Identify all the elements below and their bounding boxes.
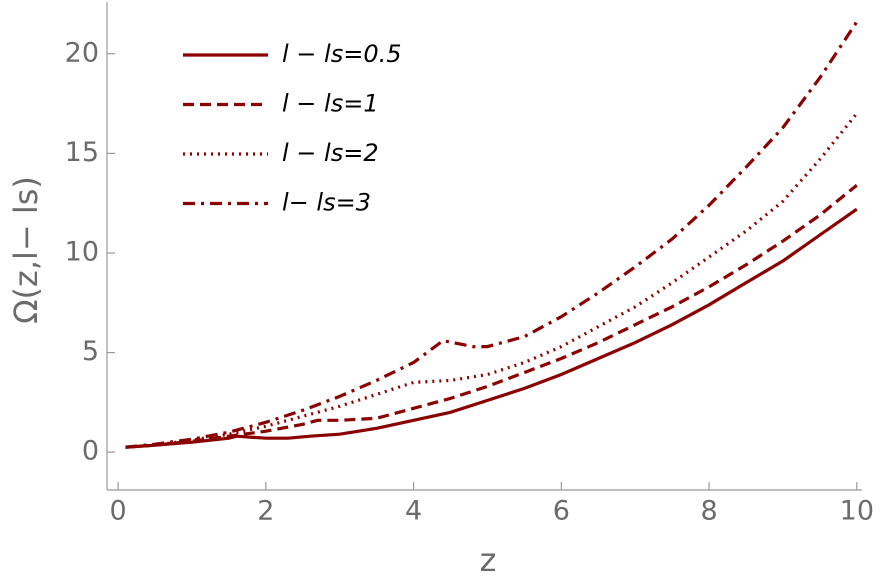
legend-label: l − ls=2 [282,139,379,167]
series-line [125,112,859,449]
y-tick-label: 0 [82,436,99,467]
x-tick-label: 6 [553,496,570,527]
y-tick-label: 10 [65,236,99,267]
x-tick-label: 10 [840,496,874,527]
legend-label: l − ls=1 [282,90,379,118]
x-tick-label: 4 [405,496,422,527]
x-tick-label: 0 [109,496,126,527]
x-axis-title: z [480,541,497,579]
series-line [125,21,859,449]
series-line [125,207,858,449]
x-tick-label: 2 [257,496,274,527]
y-tick-label: 5 [82,336,99,367]
y-tick-label: 15 [65,137,99,168]
x-tick-label: 8 [700,496,717,527]
legend-label: l − ls=0.5 [282,40,401,68]
y-axis-title: Ω(z,l− ls) [7,176,45,324]
y-tick-label: 20 [65,37,99,68]
series-line [125,183,858,449]
legend-label: l− ls=3 [282,189,371,217]
